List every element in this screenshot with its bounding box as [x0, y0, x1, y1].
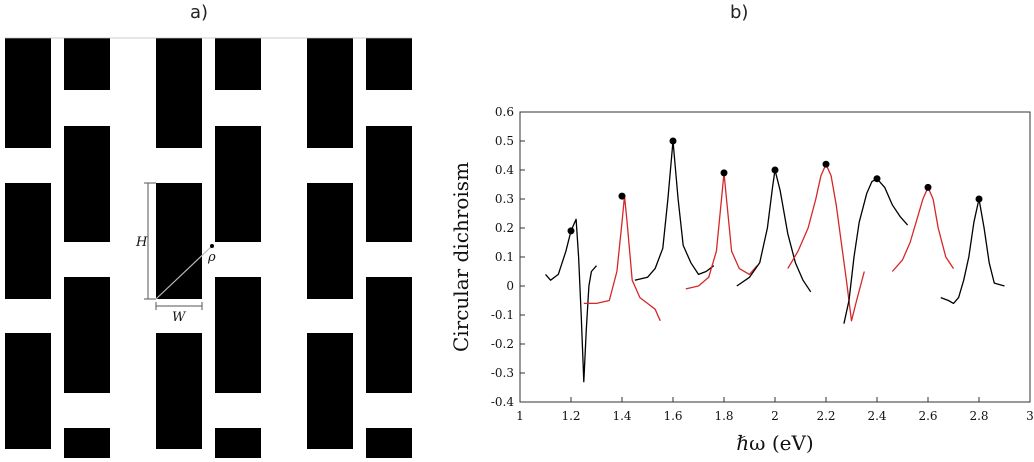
- x-tick-label: 2.4: [867, 409, 886, 423]
- series-line-segment-1: [545, 218, 597, 383]
- height-label: H: [135, 235, 148, 250]
- peak-marker: [822, 160, 830, 168]
- rho-label: ρ: [207, 250, 216, 265]
- x-tick-label: 1.6: [663, 409, 682, 423]
- x-tick-label: 1.4: [612, 409, 631, 423]
- series-line-segment-9: [940, 198, 1005, 305]
- x-axis-label: ℏω (eV): [736, 431, 813, 455]
- rho-vector: [155, 245, 213, 300]
- x-axis: 1 1.2 1.4 1.6 1.8 2 2.2 2.4 2.6 2.8 3: [516, 397, 1034, 423]
- y-tick-label: -0.3: [491, 366, 514, 380]
- series-line-segment-8: [891, 186, 955, 272]
- rho-vector-head: [210, 244, 214, 248]
- plot-frame: [519, 111, 1031, 403]
- series-line-segment-3: [634, 140, 715, 281]
- y-axis-label: Circular dichroism: [449, 162, 473, 352]
- peak-marker: [669, 137, 677, 145]
- panel-a-label: a): [190, 2, 209, 23]
- data-series: [545, 140, 1005, 383]
- y-tick-label: 0.5: [495, 134, 514, 148]
- peak-marker: [924, 183, 932, 191]
- panel-b-label: b): [730, 2, 749, 23]
- y-tick-label: -0.4: [491, 395, 515, 409]
- width-label: W: [172, 310, 187, 325]
- peak-markers: [567, 137, 983, 235]
- peak-marker: [873, 175, 881, 183]
- x-tick-label: 2.8: [969, 409, 988, 423]
- geometry-tiles: [5, 38, 412, 458]
- peak-marker: [720, 169, 728, 177]
- series-line-segment-7: [843, 178, 909, 324]
- peak-marker: [771, 166, 779, 174]
- x-tick-label: 3: [1026, 409, 1034, 423]
- x-tick-label: 2.2: [816, 409, 835, 423]
- peak-marker: [975, 195, 983, 203]
- x-tick-label: 1.8: [714, 409, 733, 423]
- x-tick-label: 1.2: [561, 409, 580, 423]
- peak-marker: [618, 192, 626, 200]
- y-tick-label: 0.6: [495, 105, 514, 119]
- x-tick-label: 2.6: [918, 409, 937, 423]
- y-tick-label: 0.3: [495, 192, 514, 206]
- y-axis: -0.4 -0.3 -0.2 -0.1 0 0.1 0.2 0.3 0.4 0.5 0.6: [491, 105, 525, 409]
- y-tick-label: 0.1: [495, 250, 514, 264]
- geometry-diagram: H W ρ: [5, 37, 412, 458]
- x-tick-label: 2: [771, 409, 779, 423]
- y-tick-label: 0: [506, 279, 514, 293]
- x-tick-label: 1: [516, 409, 524, 423]
- y-tick-label: 0.2: [495, 221, 514, 235]
- y-tick-label: -0.1: [491, 308, 514, 322]
- y-tick-label: 0.4: [495, 163, 514, 177]
- peak-marker: [567, 227, 575, 235]
- series-line-segment-6: [787, 163, 865, 322]
- y-tick-label: -0.2: [491, 337, 514, 351]
- series-line-segment-2: [583, 195, 661, 322]
